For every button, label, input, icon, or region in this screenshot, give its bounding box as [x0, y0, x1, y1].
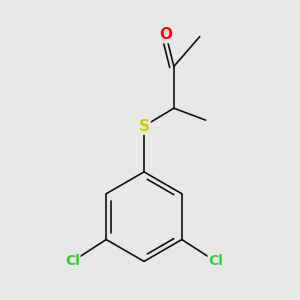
Text: O: O [159, 27, 172, 42]
Text: Cl: Cl [65, 254, 80, 268]
Text: S: S [139, 118, 149, 134]
Text: Cl: Cl [208, 254, 223, 268]
